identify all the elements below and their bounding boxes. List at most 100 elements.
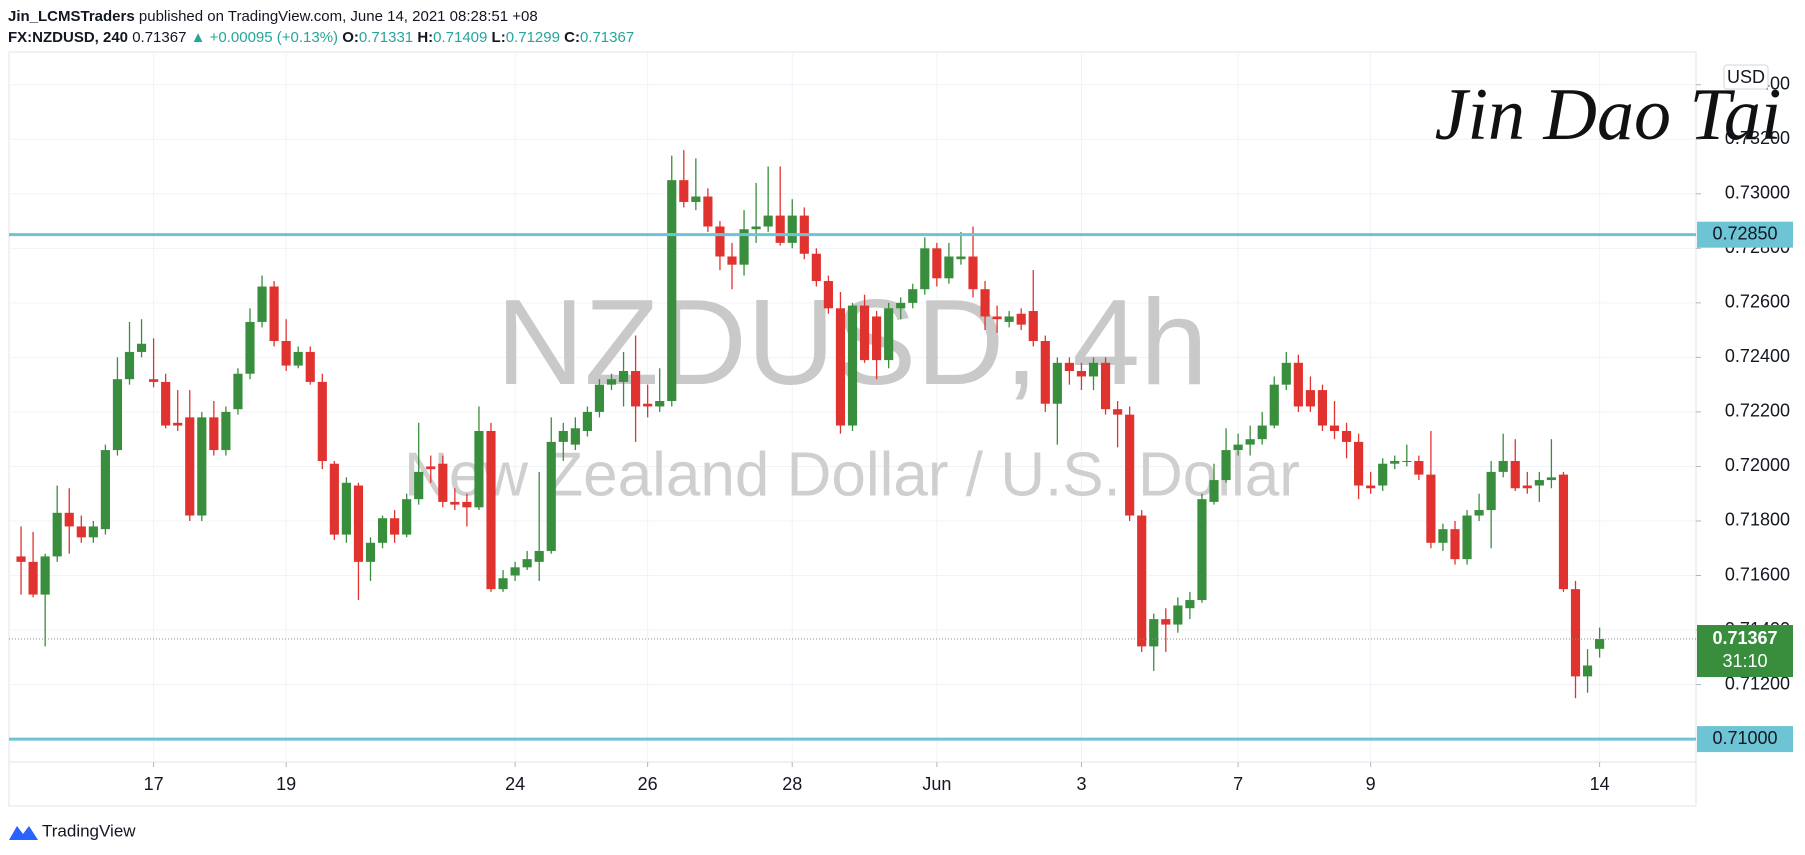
- candle-body: [281, 341, 291, 366]
- hline-label-box: [1697, 221, 1793, 248]
- tradingview-logo[interactable]: TradingView: [9, 821, 136, 840]
- candle-body: [582, 411, 592, 431]
- candle-body: [64, 512, 74, 527]
- currency-label: USD: [1727, 67, 1765, 87]
- candle-body: [28, 561, 38, 595]
- x-tick-label: Jun: [922, 774, 951, 794]
- hline-label-box: [1697, 726, 1793, 753]
- low: 0.71299: [506, 29, 560, 46]
- published: published on TradingView.com, June 14, 2…: [139, 8, 538, 25]
- candle-body: [1052, 362, 1062, 404]
- candle-body: [209, 417, 219, 451]
- candle-body: [269, 286, 279, 342]
- candle-body: [715, 226, 725, 257]
- candle-body: [811, 253, 821, 282]
- candle-body: [1462, 515, 1472, 560]
- x-tick-label: 7: [1233, 774, 1243, 794]
- high: 0.71409: [433, 29, 487, 46]
- x-tick-label: 3: [1076, 774, 1086, 794]
- hline-label: 0.71000: [1712, 728, 1777, 748]
- candle-body: [52, 512, 62, 557]
- x-tick-label: 17: [144, 774, 164, 794]
- footer-text: TradingView: [42, 821, 136, 840]
- last-price-label: 0.71367: [1712, 628, 1777, 648]
- candle-body: [245, 321, 255, 374]
- x-tick-label: 9: [1366, 774, 1376, 794]
- candle-body: [703, 196, 713, 227]
- candle-body: [1450, 529, 1460, 560]
- candle-body: [197, 417, 207, 516]
- candle-body: [1486, 471, 1496, 511]
- candle-body: [920, 248, 930, 290]
- candle-body: [691, 196, 701, 202]
- candle-body: [1317, 390, 1328, 426]
- candle-body: [88, 526, 98, 538]
- candle-body: [1088, 362, 1099, 377]
- open-label: O:: [342, 29, 359, 46]
- open: 0.71331: [359, 29, 413, 46]
- y-tick-label: 0.72600: [1725, 292, 1790, 312]
- candle-body: [1414, 460, 1424, 475]
- last-price-box: [1697, 625, 1793, 678]
- currency-box: [1723, 64, 1769, 90]
- close-label: C:: [564, 29, 580, 46]
- symbol: FX:NZDUSD, 240: [8, 29, 128, 46]
- candle-body: [1305, 390, 1315, 407]
- candle-body: [908, 289, 918, 303]
- candle-body: [847, 305, 858, 426]
- candle-body: [872, 316, 882, 361]
- candle-body: [341, 482, 351, 535]
- y-tick-label: 0.73000: [1725, 183, 1790, 203]
- y-tick-label: 0.72000: [1725, 455, 1790, 475]
- candle-body: [1329, 425, 1340, 431]
- candle-body: [956, 256, 966, 260]
- candle-body: [173, 422, 183, 426]
- candle-body: [1113, 409, 1123, 415]
- candle-body: [655, 401, 665, 407]
- candle-body: [643, 403, 653, 407]
- candle-body: [727, 256, 737, 265]
- price: 0.71367: [132, 29, 186, 46]
- candle-body: [112, 379, 123, 451]
- candle-body: [1100, 362, 1111, 410]
- candle-body: [1534, 480, 1544, 486]
- candle-body: [992, 316, 1002, 320]
- candle-body: [631, 371, 641, 407]
- countdown-label: 31:10: [1722, 651, 1767, 671]
- candle-body: [570, 428, 580, 445]
- candle-body: [1004, 316, 1014, 322]
- candle-body: [534, 550, 544, 562]
- candle-body: [1595, 639, 1605, 649]
- candle-body: [932, 248, 942, 279]
- candle-body: [1378, 463, 1388, 486]
- candle-body: [1510, 460, 1520, 489]
- candle-body: [1390, 460, 1400, 464]
- candle-body: [1558, 474, 1569, 590]
- high-label: H:: [417, 29, 433, 46]
- candle-body: [1233, 444, 1243, 451]
- y-tick-label: 0.71600: [1725, 564, 1790, 584]
- candle-body: [1354, 441, 1364, 486]
- candle-body: [136, 343, 147, 352]
- candle-body: [1426, 474, 1436, 543]
- close: 0.71367: [580, 29, 634, 46]
- candle-body: [124, 351, 135, 380]
- candle-body: [1281, 362, 1291, 385]
- candle-body: [679, 180, 689, 202]
- candle-body: [546, 441, 556, 551]
- candle-body: [510, 567, 520, 576]
- candle-body: [1293, 362, 1303, 407]
- candle-body: [233, 373, 243, 410]
- candle-body: [896, 302, 906, 309]
- candle-body: [1137, 515, 1147, 647]
- x-tick-label: 19: [276, 774, 296, 794]
- candle-body: [353, 485, 364, 562]
- candle-body: [462, 501, 472, 508]
- candle-body: [1546, 477, 1556, 481]
- candle-body: [558, 430, 568, 442]
- watermark-subtitle: New Zealand Dollar / U.S. Dollar: [404, 440, 1300, 509]
- header-line-2: FX:NZDUSD, 240 0.71367 ▲ +0.00095 (+0.13…: [8, 29, 634, 46]
- x-tick-label: 26: [638, 774, 658, 794]
- candle-body: [329, 463, 339, 535]
- candle-body: [1570, 589, 1581, 677]
